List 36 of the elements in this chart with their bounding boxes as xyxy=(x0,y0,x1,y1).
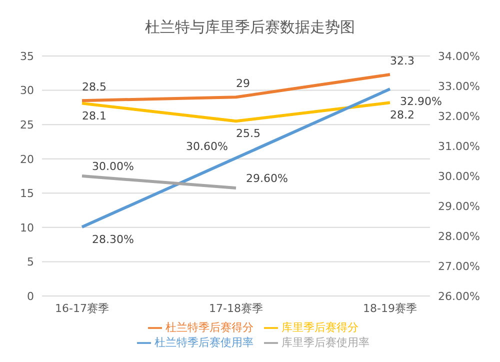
y2-tick-label: 26.00% xyxy=(438,290,480,303)
legend-label: 杜兰特季后赛使用率 xyxy=(154,336,254,349)
data-label: 32.90% xyxy=(400,95,442,108)
data-label: 25.5 xyxy=(236,127,260,140)
data-label: 28.1 xyxy=(82,109,106,122)
y-tick-label: 35 xyxy=(20,50,34,63)
data-label: 29.60% xyxy=(246,172,288,185)
data-label: 28.30% xyxy=(92,233,134,246)
y2-tick-label: 30.00% xyxy=(438,170,480,183)
chart-title: 杜兰特与库里季后赛数据走势图 xyxy=(144,17,356,38)
y2-tick-label: 29.00% xyxy=(438,200,480,213)
y2-tick-label: 31.00% xyxy=(438,140,480,153)
y-tick-label: 30 xyxy=(20,84,34,98)
data-label: 32.3 xyxy=(390,54,414,68)
y-tick-label: 20 xyxy=(20,152,34,166)
y2-tick-label: 27.00% xyxy=(438,260,480,273)
data-label: 28.2 xyxy=(390,108,414,122)
y2-tick-label: 34.00% xyxy=(438,50,480,63)
y-tick-label: 10 xyxy=(20,221,34,234)
y-tick-label: 5 xyxy=(27,256,34,269)
data-label: 30.00% xyxy=(92,160,134,173)
y2-tick-label: 33.00% xyxy=(438,80,480,93)
x-tick-label: 18-19赛季 xyxy=(363,302,417,315)
y-tick-label: 15 xyxy=(20,187,34,200)
data-label: 30.60% xyxy=(186,140,228,153)
legend-label: 库里季后赛使用率 xyxy=(282,336,370,349)
legend-label: 库里季后赛得分 xyxy=(282,321,358,334)
x-tick-label: 17-18赛季 xyxy=(209,302,263,315)
y2-tick-label: 32.00% xyxy=(438,110,480,123)
legend-label: 杜兰特季后赛得分 xyxy=(166,321,254,334)
y-tick-label: 0 xyxy=(27,290,34,303)
y-tick-label: 25 xyxy=(20,118,34,132)
y2-tick-label: 28.00% xyxy=(438,230,480,243)
data-label: 29 xyxy=(236,77,250,90)
data-label: 28.5 xyxy=(82,80,106,94)
x-tick-label: 16-17赛季 xyxy=(55,302,109,315)
